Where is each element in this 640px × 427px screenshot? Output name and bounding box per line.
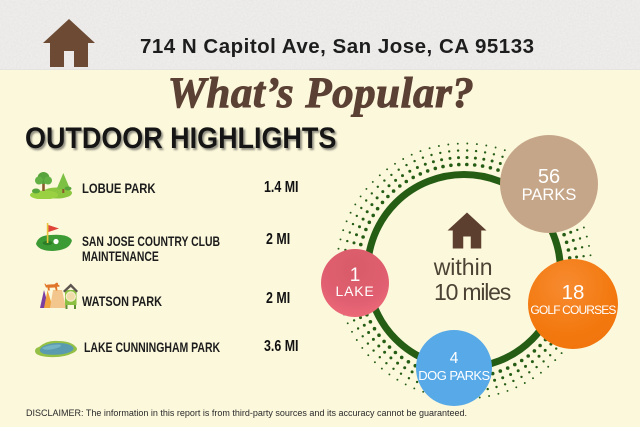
svg-text:56: 56 xyxy=(538,166,560,188)
svg-text:4: 4 xyxy=(450,350,459,367)
svg-text:1: 1 xyxy=(350,265,361,286)
svg-text:GOLF COURSES: GOLF COURSES xyxy=(530,303,616,317)
svg-text:LAKE: LAKE xyxy=(336,283,375,299)
svg-text:PARKS: PARKS xyxy=(522,186,577,204)
svg-text:18: 18 xyxy=(562,281,585,304)
svg-text:DOG PARKS: DOG PARKS xyxy=(418,368,490,383)
